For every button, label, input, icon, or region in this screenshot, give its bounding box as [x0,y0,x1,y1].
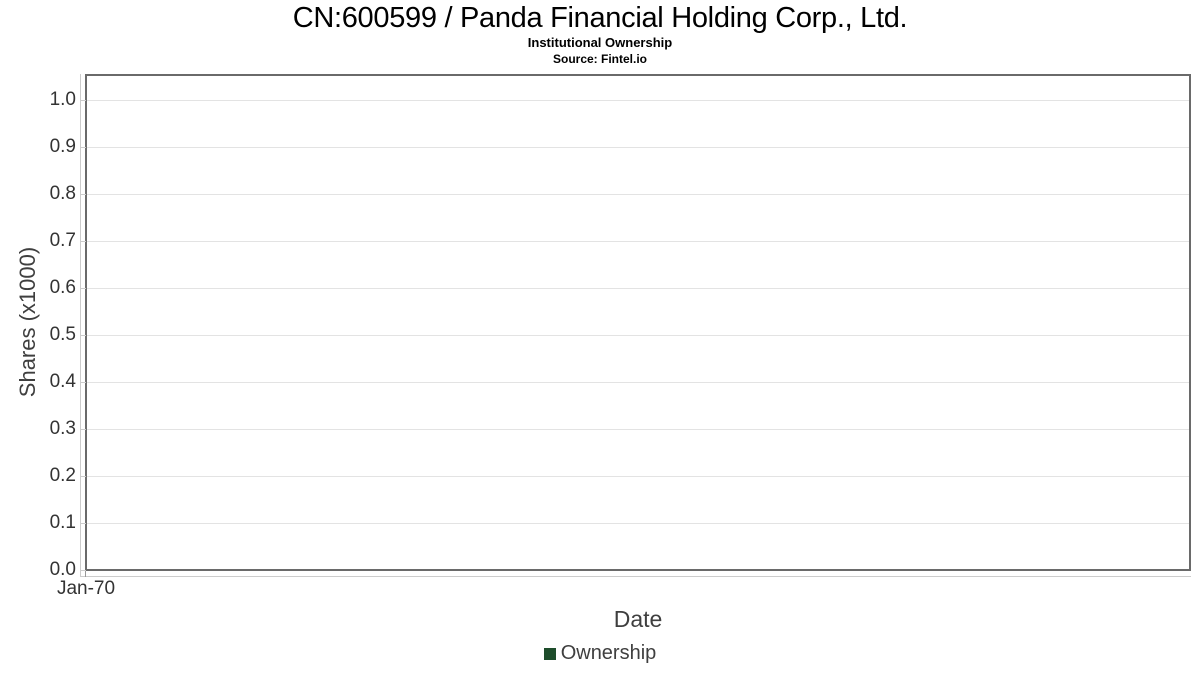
gridline [87,382,1189,383]
x-axis-line [80,576,1191,577]
gridline [87,476,1189,477]
legend: Ownership [0,642,1200,665]
y-tick-label: 0.9 [49,136,76,157]
chart-source: Source: Fintel.io [552,52,647,66]
y-tick-mark [80,288,86,289]
gridline [87,335,1189,336]
x-axis-title: Date [613,606,663,632]
y-tick-mark [80,194,86,195]
gridline [87,147,1189,148]
y-tick-mark [80,382,86,383]
x-tick-mark [85,571,86,577]
y-tick-label: 1.0 [49,89,76,110]
gridline [87,288,1189,289]
y-tick-mark [80,241,86,242]
legend-item-label: Ownership [560,642,657,664]
gridline [87,241,1189,242]
gridline [87,523,1189,524]
y-tick-mark [80,335,86,336]
chart-title: CN:600599 / Panda Financial Holding Corp… [292,2,908,34]
y-tick-label: 0.0 [49,559,76,580]
y-axis-line [80,74,81,577]
x-tick-label: Jan-70 [56,578,116,599]
y-tick-label: 0.7 [49,230,76,251]
y-tick-label: 0.3 [49,418,76,439]
legend-item-ownership[interactable]: Ownership [543,642,657,665]
y-tick-label: 0.4 [49,371,76,392]
y-tick-mark [80,429,86,430]
legend-marker-square-icon [543,647,556,660]
y-tick-mark [80,147,86,148]
y-tick-mark [80,523,86,524]
y-tick-mark [80,100,86,101]
y-tick-label: 0.6 [49,277,76,298]
y-tick-mark [80,570,86,571]
plot-area [85,74,1191,571]
y-tick-mark [80,476,86,477]
gridline [87,429,1189,430]
y-tick-label: 0.2 [49,465,76,486]
y-tick-label: 0.8 [49,183,76,204]
y-tick-label: 0.5 [49,324,76,345]
chart-subtitle: Institutional Ownership [527,35,673,50]
y-tick-label: 0.1 [49,512,76,533]
gridline [87,100,1189,101]
gridline [87,194,1189,195]
